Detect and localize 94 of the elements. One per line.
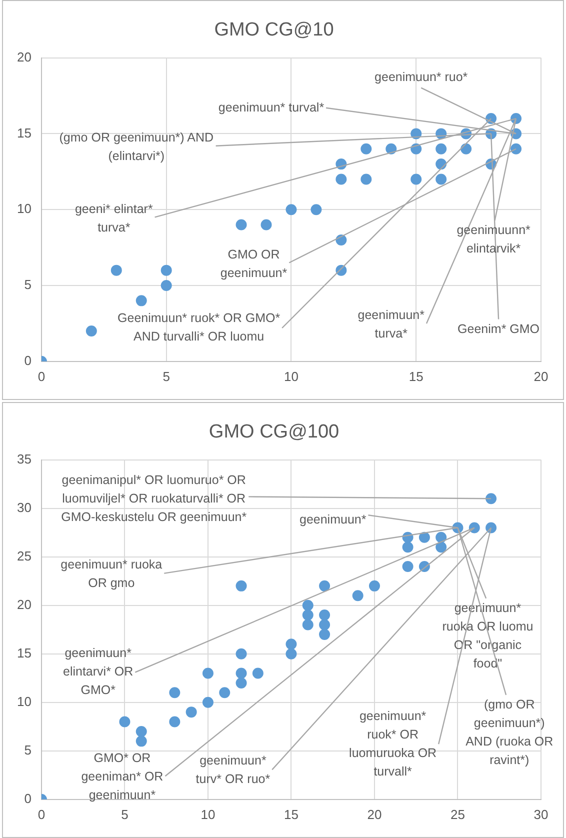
point (410, 174, 422, 185)
y-tick-label: 5 (24, 742, 32, 758)
annotation: (gmo OR geenimuun*) AND (elintarvi*) (59, 130, 214, 164)
annotation: geeni* elintar* turva* (74, 202, 153, 234)
chart-title: GMO CG@100 (208, 422, 340, 443)
point (236, 677, 247, 688)
point (319, 610, 330, 621)
point (410, 128, 422, 140)
x-tick-label: 15 (408, 368, 424, 384)
x-tick-label: 30 (534, 806, 548, 822)
annotation: geenimuun* ruo* (374, 70, 468, 84)
point (86, 326, 97, 337)
annotation: geenimuun* (300, 512, 366, 526)
y-tick-label: 10 (16, 201, 32, 216)
point (136, 726, 147, 737)
point (136, 295, 147, 306)
point (286, 638, 297, 650)
y-tick-label: 30 (16, 500, 32, 515)
y-tick-label: 15 (16, 645, 32, 660)
x-tick-label: 20 (367, 806, 382, 822)
point (169, 716, 180, 728)
chart-title: GMO CG@10 (214, 20, 334, 41)
annotation: Geenimuun* ruok* OR GMO* AND turvalli* OR luomu (118, 311, 280, 344)
point (436, 532, 447, 543)
point (486, 493, 497, 504)
point (436, 542, 447, 553)
point (302, 610, 314, 621)
x-tick-label: 0 (38, 806, 46, 822)
point (436, 174, 447, 185)
point (360, 174, 372, 185)
annotation: Geenim* GMO (458, 322, 540, 336)
annotation: geenimuunn* elintarvik* (456, 223, 531, 256)
point (302, 619, 314, 630)
annotation: GMO OR geenimuun* (220, 247, 288, 280)
point (460, 143, 472, 154)
x-tick-label: 25 (450, 806, 465, 822)
x-tick-label: 10 (200, 806, 216, 822)
x-tick-label: 5 (162, 368, 170, 384)
point (302, 600, 314, 611)
point (119, 716, 130, 728)
point (236, 580, 247, 592)
point (319, 628, 330, 640)
point (436, 143, 447, 154)
point (402, 561, 414, 572)
point (336, 174, 347, 185)
point (286, 204, 297, 216)
y-tick-label: 20 (16, 596, 32, 612)
point (186, 706, 197, 718)
y-tick-label: 20 (16, 49, 32, 64)
point (310, 204, 322, 216)
annotation: (gmo OR geenimuun*) AND (ruoka OR ravint*) (466, 698, 554, 768)
point (319, 580, 330, 592)
point (202, 668, 214, 679)
y-tick-label: 0 (24, 352, 32, 368)
y-tick-label: 35 (16, 451, 32, 466)
x-tick-label: 5 (121, 806, 128, 822)
point (510, 143, 522, 154)
x-tick-label: 10 (284, 368, 298, 384)
y-tick-label: 0 (24, 790, 32, 806)
annotation: geenimuun* turva* (358, 308, 425, 341)
point (136, 736, 147, 747)
point (402, 542, 414, 553)
x-tick-label: 15 (284, 806, 298, 822)
point (219, 687, 230, 698)
point (236, 648, 247, 660)
annotation: geenimuun* turv* OR ruo* (196, 753, 270, 786)
y-tick-label: 15 (16, 125, 32, 140)
point (252, 668, 264, 679)
annotation: GMO* OR geeniman* OR geenimuun* (81, 751, 164, 802)
point (319, 619, 330, 630)
annotation: geenimuun* ruok* OR luomuruoka OR turvall* (349, 708, 437, 778)
annotation: geenimanipul* OR luomuruo* OR luomuviljel* OR ruokaturvalli* OR GMO-keskustelu OR geenimuun* (61, 473, 247, 524)
point (160, 280, 172, 291)
annotation: geenimuun* ruoka OR gmo (60, 557, 162, 590)
x-tick-label: 0 (38, 368, 46, 384)
y-tick-label: 25 (16, 548, 32, 564)
annotation: geenimuun* elintarvi* OR GMO* (62, 646, 134, 698)
point (386, 143, 397, 154)
y-tick-label: 10 (16, 694, 32, 709)
point (110, 264, 122, 276)
point (169, 687, 180, 698)
point (352, 590, 364, 602)
point (360, 143, 372, 154)
point (260, 219, 272, 230)
annotation: geenimuun* turval* (218, 100, 324, 114)
point (160, 264, 172, 276)
point (202, 696, 214, 708)
y-tick-label: 5 (24, 277, 32, 292)
point (418, 532, 430, 543)
point (236, 668, 247, 679)
point (368, 580, 380, 592)
x-tick-label: 20 (534, 368, 548, 384)
point (286, 648, 297, 660)
point (236, 219, 247, 230)
